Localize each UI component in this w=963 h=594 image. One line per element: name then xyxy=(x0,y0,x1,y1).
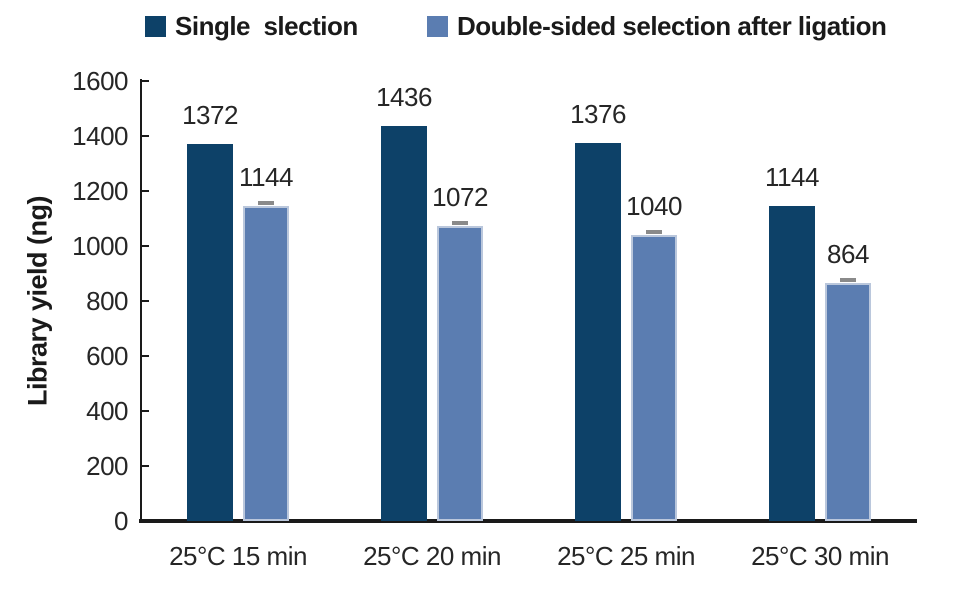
y-tick-mark xyxy=(141,300,149,302)
y-tick-label: 1600 xyxy=(72,66,128,96)
y-tick-label: 400 xyxy=(86,396,128,426)
legend-swatch-double-sided-selection-icon xyxy=(427,15,448,37)
bar-double-1 xyxy=(243,206,289,521)
legend-label-double-sided-selection: Double-sided selection after ligation xyxy=(457,11,887,41)
x-category-label: 25°C 25 min xyxy=(557,541,695,571)
x-axis-line xyxy=(139,519,917,523)
bar-single-4 xyxy=(769,206,815,521)
y-tick-label: 1200 xyxy=(72,176,128,206)
bar-single-2 xyxy=(381,126,427,521)
y-tick-mark xyxy=(141,465,149,467)
x-category-label: 25°C 30 min xyxy=(751,541,889,571)
legend-label-single-selection: Single slection xyxy=(175,11,358,41)
x-category-label: 25°C 20 min xyxy=(363,541,501,571)
value-label: 1072 xyxy=(432,182,488,213)
y-tick-mark xyxy=(141,355,149,357)
y-tick-label: 1000 xyxy=(72,231,128,261)
value-label: 864 xyxy=(827,239,869,270)
y-tick-mark xyxy=(141,190,149,192)
y-tick-mark xyxy=(141,410,149,412)
error-bar-cap xyxy=(452,221,468,226)
y-tick-mark xyxy=(141,80,149,82)
value-label: 1144 xyxy=(239,162,293,193)
value-label: 1372 xyxy=(182,99,238,130)
y-tick-mark xyxy=(141,135,149,137)
bar-double-4 xyxy=(825,283,871,521)
y-tick-mark xyxy=(141,520,149,522)
legend-item-single-selection: Single slection xyxy=(145,11,358,41)
error-bar-cap xyxy=(258,201,274,206)
x-category-label: 25°C 15 min xyxy=(169,541,307,571)
value-label: 1436 xyxy=(376,82,432,113)
bar-single-3 xyxy=(575,142,621,521)
y-tick-label: 0 xyxy=(114,506,128,536)
y-tick-label: 600 xyxy=(86,341,128,371)
y-tick-label: 1400 xyxy=(72,121,128,151)
y-tick-label: 200 xyxy=(86,451,128,481)
y-tick-label: 800 xyxy=(86,286,128,316)
value-label: 1040 xyxy=(626,191,682,221)
value-label: 1144 xyxy=(765,162,819,193)
bar-double-2 xyxy=(437,226,483,521)
legend-swatch-single-selection-icon xyxy=(145,15,166,37)
error-bar-cap xyxy=(646,230,662,234)
y-tick-mark xyxy=(141,245,149,247)
value-label: 1376 xyxy=(570,98,626,129)
legend-item-double-sided-selection: Double-sided selection after ligation xyxy=(427,11,887,41)
error-bar-cap xyxy=(840,278,856,283)
bar-single-1 xyxy=(187,143,233,521)
bar-double-3 xyxy=(631,235,677,521)
